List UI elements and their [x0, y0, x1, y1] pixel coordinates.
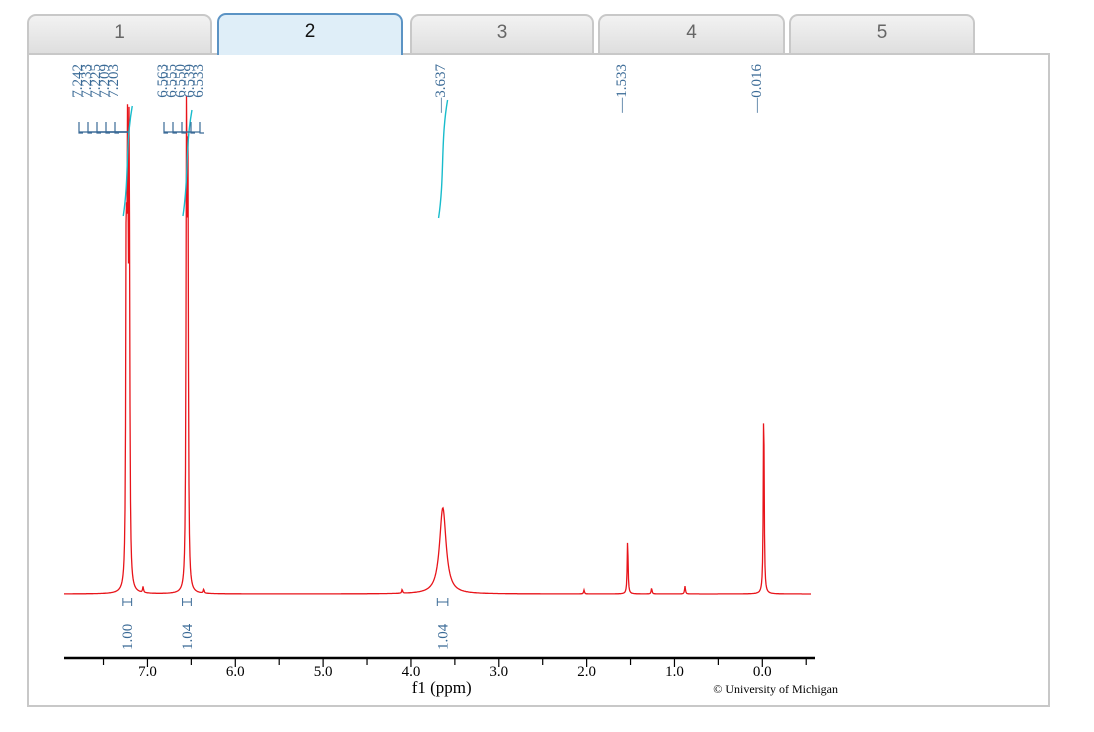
peak-leader-0-3 — [105, 122, 110, 134]
peak-label-0-0: 7.242 — [70, 64, 86, 98]
peak-label-0-3: 7.209 — [97, 64, 113, 98]
peak-label-0-1: 7.233 — [79, 64, 95, 98]
tab-3[interactable]: 3 — [410, 14, 594, 54]
peak-leader-1-2 — [181, 122, 186, 134]
peak-leader-1-1 — [172, 122, 177, 134]
integral-value-0: 1.00 — [120, 624, 136, 650]
peak-leader-0-2 — [96, 122, 101, 134]
peak-leader-0-1 — [87, 122, 92, 134]
tab-2-label: 2 — [304, 21, 316, 42]
tab-5[interactable]: 5 — [789, 14, 975, 54]
peak-leader-1-4 — [199, 122, 204, 134]
integral-bracket-2 — [436, 598, 449, 606]
copyright-text: © University of Michigan — [713, 682, 838, 696]
peak-label-4-0: —0.016 — [749, 64, 765, 114]
x-tick-label: 4.0 — [402, 664, 421, 680]
integral-bracket-1 — [182, 598, 192, 606]
peak-label-2-0: —3.637 — [433, 64, 449, 114]
tab-content-panel — [27, 53, 1050, 707]
x-tick-label: 6.0 — [226, 664, 245, 680]
x-tick-label: 0.0 — [753, 664, 772, 680]
peak-label-1-0: 6.563 — [155, 64, 171, 98]
tab-4[interactable]: 4 — [598, 14, 785, 54]
integral-bracket-0 — [122, 598, 133, 606]
peak-label-1-1: 6.555 — [164, 64, 180, 98]
peak-leader-1-0 — [163, 122, 168, 134]
x-tick-label: 1.0 — [665, 664, 684, 680]
x-tick-label: 3.0 — [489, 664, 508, 680]
peak-leader-1-3 — [190, 122, 195, 134]
integral-curve-1 — [182, 109, 193, 217]
integral-curve-0 — [122, 105, 133, 217]
integral-value-2: 1.04 — [436, 623, 452, 650]
tab-4-label: 4 — [686, 22, 697, 43]
tab-1[interactable]: 1 — [27, 14, 212, 54]
peak-label-0-2: 7.225 — [88, 64, 104, 98]
tab-3-label: 3 — [496, 22, 508, 43]
x-axis-label: f1 (ppm) — [412, 678, 472, 697]
x-tick-label: 5.0 — [314, 664, 333, 680]
peak-label-1-3: 6.539 — [182, 64, 198, 98]
tab-2[interactable]: 2 — [217, 13, 403, 55]
peak-label-1-4: 6.533 — [191, 64, 207, 98]
peak-label-1-2: 6.550 — [173, 64, 189, 98]
peak-label-0-4: 7.203 — [106, 64, 122, 98]
x-tick-label: 7.0 — [138, 664, 157, 680]
peak-leader-0-0 — [78, 122, 83, 134]
peak-leader-0-4 — [114, 122, 119, 134]
peak-label-3-0: —1.533 — [614, 64, 630, 114]
integral-value-1: 1.04 — [180, 623, 196, 650]
tab-5-label: 5 — [876, 22, 888, 43]
x-tick-label: 2.0 — [577, 664, 596, 680]
integral-curve-2 — [437, 99, 449, 219]
tab-bar: 1 2 3 4 5 — [27, 13, 1027, 55]
spectrum-line — [64, 95, 811, 595]
tab-1-label: 1 — [114, 22, 125, 43]
